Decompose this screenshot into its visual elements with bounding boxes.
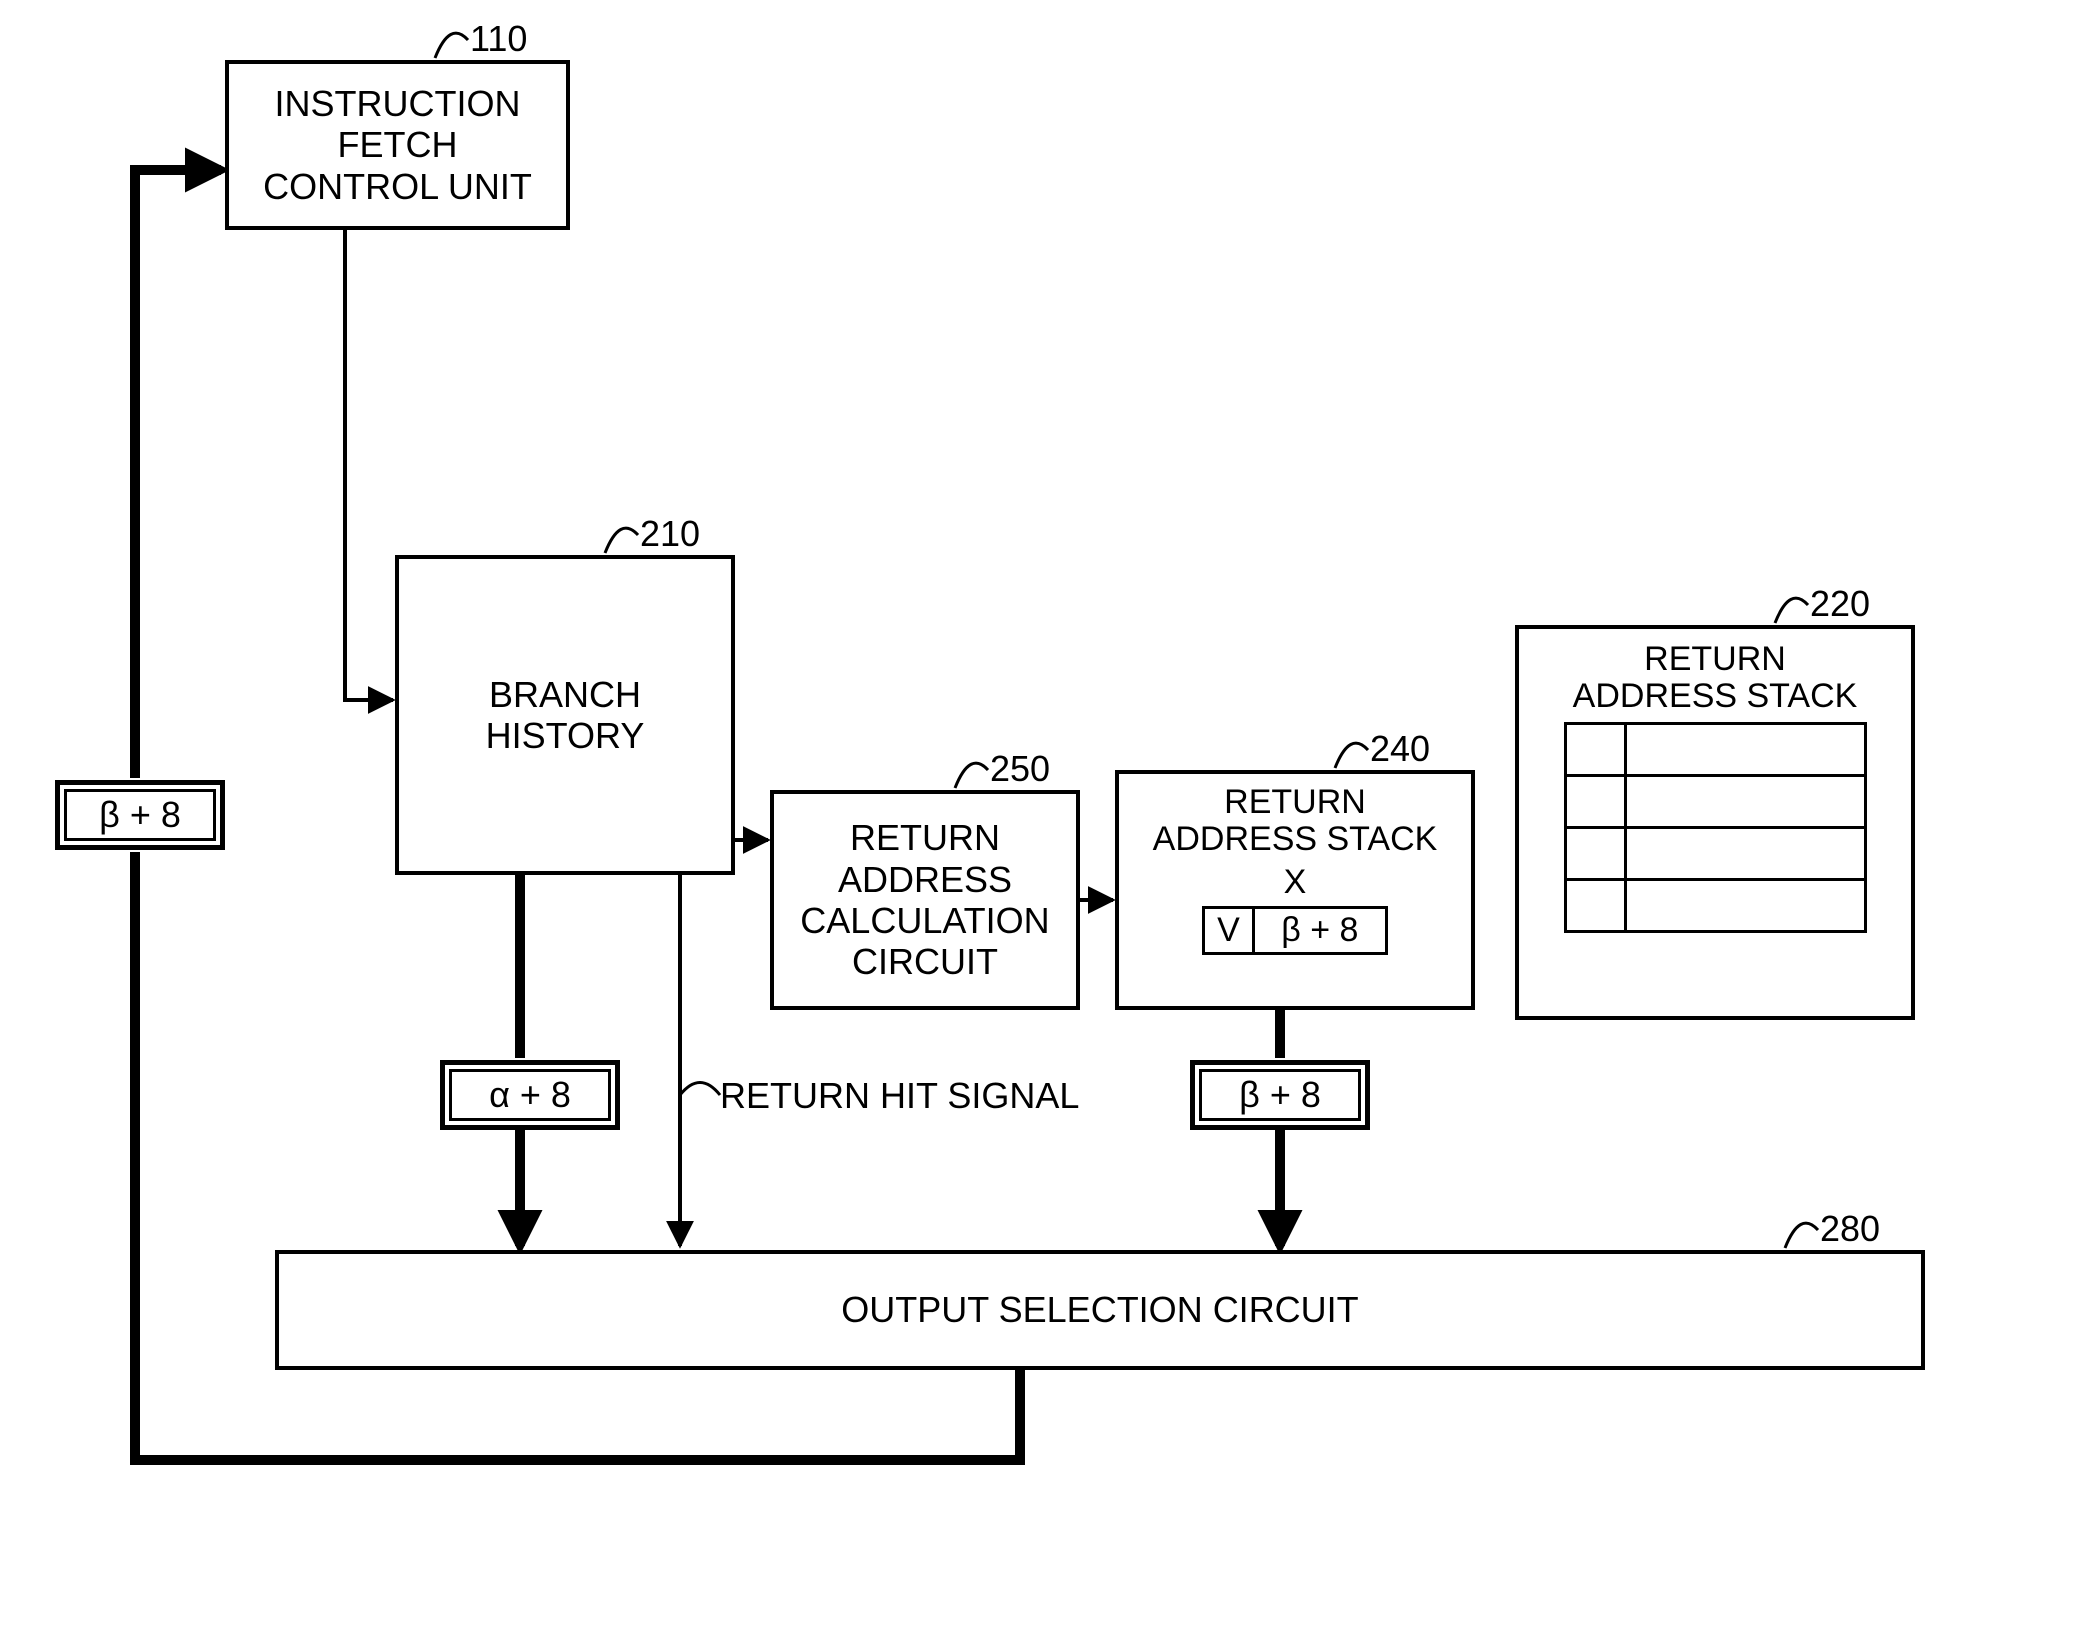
badge-mid-beta8-text: β + 8 [1239,1074,1321,1116]
diagram-canvas: 110 INSTRUCTION FETCH CONTROL UNIT 210 B… [0,0,2075,1651]
badge-mid-beta8: β + 8 [1190,1060,1370,1130]
node-rasx-label-top: RETURN ADDRESS STACK [1153,784,1438,859]
node-osc: OUTPUT SELECTION CIRCUIT [275,1250,1925,1370]
node-branch-history-label: BRANCH HISTORY [486,674,645,757]
node-osc-label: OUTPUT SELECTION CIRCUIT [841,1289,1358,1330]
ref-110: 110 [470,18,527,60]
ref-220: 220 [1810,583,1870,625]
node-rasx: RETURN ADDRESS STACK X V β + 8 [1115,770,1475,1010]
ref-280: 280 [1820,1208,1880,1250]
node-ras-label: RETURN ADDRESS STACK [1573,641,1858,716]
ref-250: 250 [990,748,1050,790]
ras-table [1564,722,1867,933]
table-row [1565,827,1865,879]
table-row [1565,879,1865,931]
rasx-cell-v: V [1205,909,1255,952]
badge-alpha8-text: α + 8 [489,1074,571,1116]
rasx-cell-val: β + 8 [1255,909,1385,952]
node-ifcu-label: INSTRUCTION FETCH CONTROL UNIT [263,83,532,207]
label-return-hit-signal: RETURN HIT SIGNAL [720,1075,1079,1117]
node-ifcu: INSTRUCTION FETCH CONTROL UNIT [225,60,570,230]
badge-left-beta8-text: β + 8 [99,794,181,836]
table-row [1565,775,1865,827]
rasx-entry: V β + 8 [1202,906,1388,955]
node-branch-history: BRANCH HISTORY [395,555,735,875]
ref-240: 240 [1370,728,1430,770]
badge-alpha8: α + 8 [440,1060,620,1130]
table-row [1565,723,1865,775]
badge-left-beta8: β + 8 [55,780,225,850]
node-ras: RETURN ADDRESS STACK [1515,625,1915,1020]
ref-210: 210 [640,513,700,555]
node-rasx-label-mid: X [1284,863,1307,902]
node-racc: RETURN ADDRESS CALCULATION CIRCUIT [770,790,1080,1010]
node-racc-label: RETURN ADDRESS CALCULATION CIRCUIT [800,817,1049,983]
